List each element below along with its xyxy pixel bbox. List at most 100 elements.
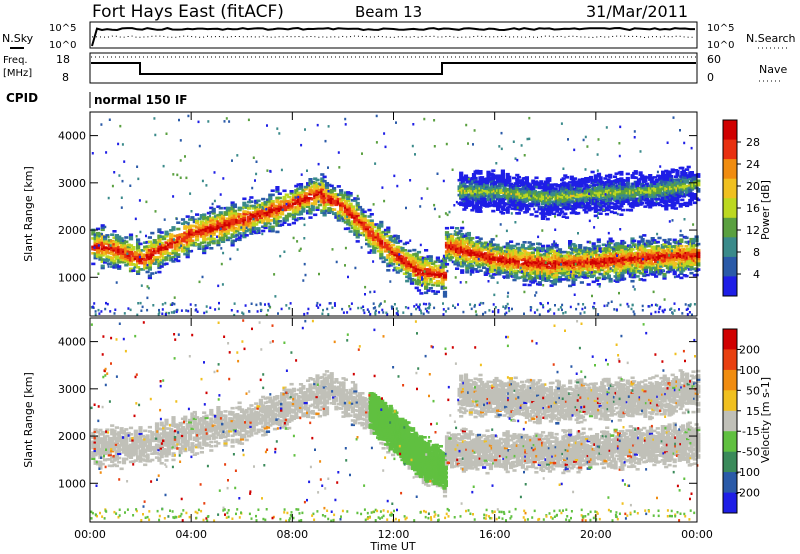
power-cell-b1	[488, 242, 493, 246]
power-cell-b0	[306, 192, 311, 196]
power-cell-b0	[216, 226, 221, 230]
power-cell-b0	[306, 201, 311, 204]
power-cell-b0	[298, 204, 304, 207]
noise-tick-left-bottom: 10^0	[49, 40, 76, 51]
power-cell-b0	[421, 258, 426, 262]
power-cell-b0	[308, 197, 313, 200]
power-cell-b0	[388, 261, 393, 265]
power-cell-b0	[164, 251, 169, 255]
power-cell-b0	[400, 259, 405, 263]
power-cell-b0	[131, 269, 136, 272]
power-cell-b0	[230, 218, 235, 221]
power-cell-b1	[495, 243, 500, 247]
power-cell-b0	[261, 210, 266, 214]
power-cell-b0	[136, 257, 141, 261]
power-cell-b0	[398, 259, 403, 262]
power-cell-b0	[232, 218, 237, 221]
power-cell-b0	[249, 204, 254, 208]
power-cell-b0	[121, 254, 127, 258]
power-cell-b0	[225, 206, 230, 210]
power-cell-b0	[206, 226, 211, 230]
power-cell-b0	[393, 241, 398, 244]
power-cell-b0	[256, 203, 261, 207]
power-cell-b1	[530, 272, 536, 276]
power-cell-b1	[571, 272, 576, 276]
power-cell-b0	[242, 233, 247, 237]
power-cell-b0	[270, 202, 275, 205]
power-cell-b0	[353, 229, 358, 232]
power-cell-b0	[334, 203, 339, 207]
power-cell-b1	[463, 260, 468, 263]
power-cell-b0	[334, 216, 339, 219]
power-cell-b0	[346, 216, 351, 220]
power-cell-b0	[209, 221, 214, 225]
power-cell-b0	[247, 219, 252, 223]
power-cell-b0	[251, 211, 256, 214]
power-cell-b0	[265, 206, 271, 210]
power-cell-b0	[405, 252, 410, 255]
power-cell-b0	[350, 205, 355, 208]
power-cell-b0	[197, 230, 202, 233]
power-cell-b0	[272, 219, 278, 222]
power-cell-b0	[310, 191, 315, 195]
power-cell-b0	[261, 204, 266, 207]
power-cell-b0	[301, 207, 306, 211]
power-cell-b0	[386, 226, 391, 230]
power-cell-b0	[424, 274, 429, 278]
power-cell-b2	[463, 174, 469, 178]
power-cell-b0	[298, 217, 304, 220]
power-cell-b0	[152, 245, 157, 248]
power-cell-b0	[421, 271, 426, 275]
power-cell-b2	[680, 166, 685, 170]
power-cell-b0	[140, 249, 145, 252]
power-cell-b0	[178, 239, 183, 243]
power-cell-b0	[254, 227, 259, 230]
power-cell-b0	[103, 259, 108, 262]
power-cell-b0	[383, 233, 389, 236]
power-cell-b0	[282, 221, 287, 224]
power-cell-b2	[500, 212, 505, 215]
power-cell-b0	[263, 209, 268, 213]
power-cell-b0	[369, 219, 374, 222]
power-cell-b1	[465, 270, 470, 274]
power-cell-b0	[343, 193, 348, 197]
power-cell-b0	[159, 260, 164, 264]
power-cell-b0	[313, 192, 318, 195]
power-cell-b0	[294, 184, 299, 188]
power-cell-b0	[332, 201, 337, 205]
power-cell-b0	[103, 235, 108, 239]
power-cell-b1	[546, 272, 551, 275]
power-cell-b0	[171, 251, 176, 255]
power-cell-b0	[204, 229, 209, 233]
power-cell-b0	[275, 224, 280, 227]
power-cell-b0	[103, 246, 108, 249]
power-cell-b0	[350, 220, 355, 223]
power-cell-b0	[121, 239, 127, 243]
power-cell-b0	[412, 263, 417, 267]
power-cell-b0	[398, 250, 403, 254]
power-cell-b0	[284, 206, 289, 209]
power-cell-b0	[164, 241, 169, 244]
power-cell-b0	[218, 221, 223, 225]
power-cell-b0	[416, 257, 422, 260]
power-cell-b0	[162, 250, 167, 253]
power-cell-b0	[128, 237, 134, 241]
power-cell-b0	[176, 255, 181, 258]
power-cell-b0	[180, 247, 186, 251]
power-cell-b0	[280, 210, 285, 214]
power-cell-b0	[391, 254, 396, 258]
power-cell-b0	[216, 216, 221, 219]
power-cell-b0	[298, 185, 304, 188]
power-cell-b0	[393, 253, 398, 257]
power-cell-b0	[221, 240, 226, 243]
power-cell-b1	[522, 277, 527, 280]
power-cell-b0	[112, 255, 117, 259]
power-cell-b0	[199, 235, 204, 238]
power-cell-b0	[327, 207, 332, 210]
power-cell-b0	[131, 263, 136, 266]
power-cell-b1	[530, 253, 536, 257]
power-cell-b1	[573, 244, 578, 247]
power-cell-b0	[256, 199, 261, 203]
power-cell-b0	[424, 278, 429, 282]
power-cell-b0	[147, 274, 152, 278]
